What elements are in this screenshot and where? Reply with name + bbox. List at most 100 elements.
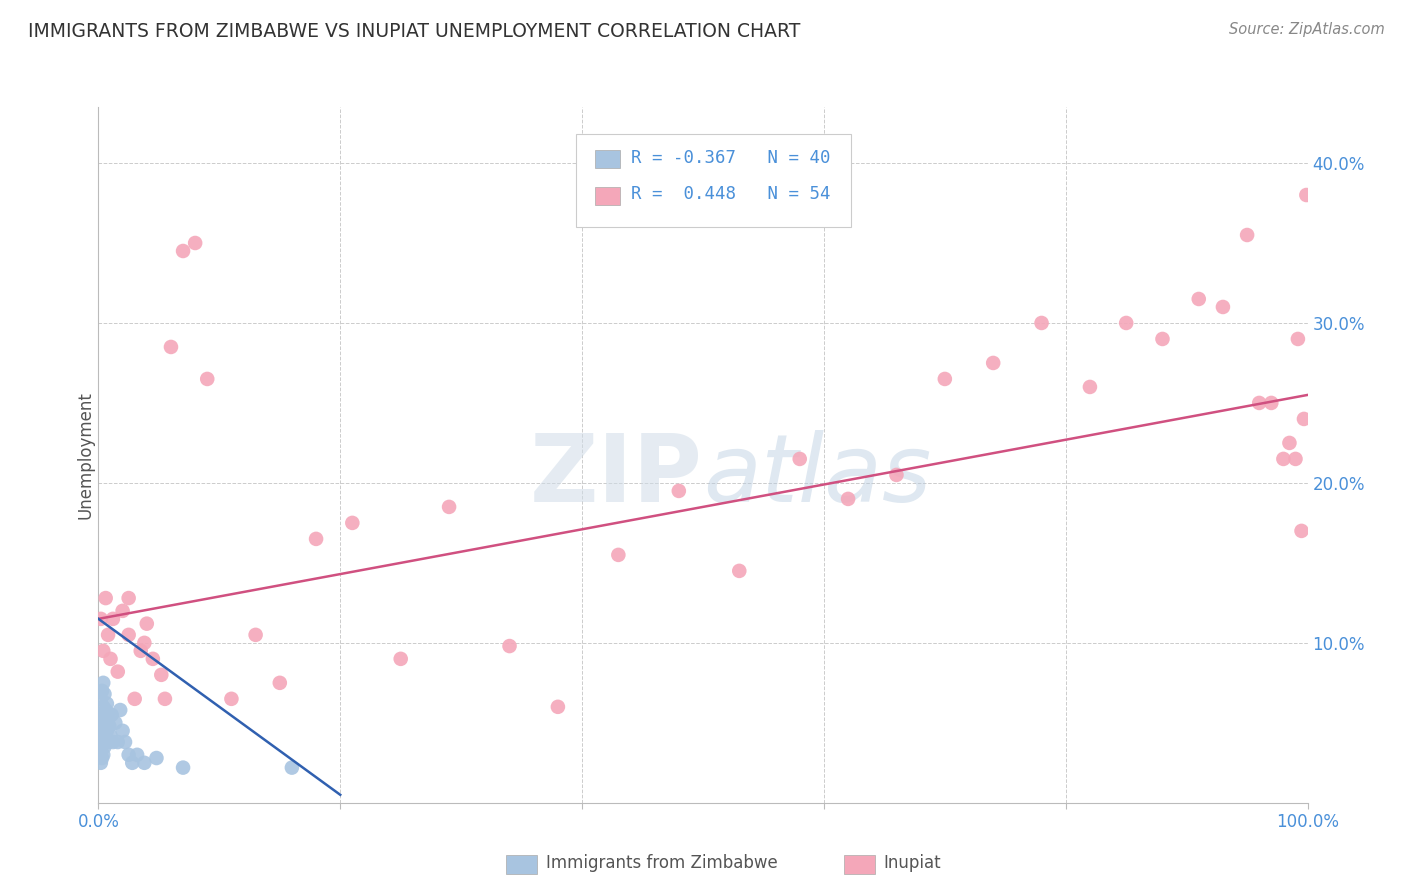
Point (269, 676, 291, 690)
Point (94, 591, 117, 605)
Text: R =  0.448   N = 54: R = 0.448 N = 54 (631, 186, 831, 203)
Point (1260, 396, 1282, 410)
Point (1278, 436, 1301, 450)
Point (100, 652, 122, 666)
Point (91, 683, 114, 698)
Point (118, 591, 141, 605)
Point (89, 707, 111, 722)
Point (89, 731, 111, 746)
Point (1152, 332, 1174, 346)
Point (97, 628, 120, 642)
Point (104, 715, 127, 730)
Point (1078, 380, 1101, 394)
Text: Source: ZipAtlas.com: Source: ZipAtlas.com (1229, 22, 1385, 37)
Point (342, 516, 364, 530)
Text: Immigrants from Zimbabwe: Immigrants from Zimbabwe (546, 855, 778, 872)
Point (195, 372, 218, 386)
Point (142, 652, 165, 666)
Point (728, 564, 751, 578)
Point (129, 644, 152, 658)
Point (134, 756, 156, 770)
Text: R = -0.367   N = 40: R = -0.367 N = 40 (631, 149, 831, 167)
Point (1286, 332, 1309, 346)
Point (90, 739, 112, 754)
Point (100, 707, 122, 722)
Point (305, 532, 328, 546)
Point (108, 703, 131, 717)
Point (97, 735, 120, 749)
Point (221, 691, 243, 706)
Point (1295, 188, 1317, 202)
Point (91, 747, 114, 762)
Point (97, 707, 120, 722)
Point (245, 628, 267, 642)
Point (145, 751, 167, 765)
Point (96, 697, 118, 711)
Point (1031, 316, 1053, 330)
Point (107, 735, 129, 749)
Point (90, 691, 112, 706)
Point (547, 699, 569, 714)
Point (93, 715, 115, 730)
Point (837, 491, 859, 506)
Point (101, 612, 124, 626)
Point (934, 372, 956, 386)
Point (101, 735, 124, 749)
Point (498, 639, 520, 653)
Point (94, 731, 117, 746)
Point (93, 739, 115, 754)
Point (607, 548, 630, 562)
Point (150, 668, 173, 682)
Point (135, 616, 157, 631)
Point (98, 719, 121, 733)
Point (91, 723, 114, 738)
Point (389, 652, 412, 666)
Point (1272, 451, 1295, 466)
Point (1212, 300, 1234, 314)
Y-axis label: Unemployment: Unemployment (76, 391, 94, 519)
Point (107, 665, 129, 679)
Point (1236, 227, 1258, 242)
Point (91, 751, 114, 765)
Point (100, 729, 122, 743)
Point (789, 451, 811, 466)
Point (1188, 292, 1211, 306)
Point (1115, 316, 1137, 330)
Point (281, 761, 304, 775)
Point (124, 691, 146, 706)
Point (91, 699, 114, 714)
Text: Inupiat: Inupiat (883, 855, 941, 872)
Point (91, 676, 114, 690)
Point (437, 500, 460, 514)
Point (121, 756, 143, 770)
Point (94, 703, 117, 717)
Text: IMMIGRANTS FROM ZIMBABWE VS INUPIAT UNEMPLOYMENT CORRELATION CHART: IMMIGRANTS FROM ZIMBABWE VS INUPIAT UNEM… (28, 22, 800, 41)
Text: ZIP: ZIP (530, 430, 703, 522)
Point (160, 340, 183, 354)
Point (172, 761, 194, 775)
Point (91, 729, 114, 743)
Point (1292, 412, 1315, 426)
Point (1284, 451, 1306, 466)
Point (111, 604, 134, 618)
Point (668, 483, 690, 498)
Point (93, 687, 115, 701)
Point (886, 467, 908, 482)
Point (91, 707, 114, 722)
Point (981, 356, 1004, 370)
Point (96, 723, 118, 738)
Point (90, 715, 112, 730)
Point (90, 612, 112, 626)
Point (127, 747, 149, 762)
Point (91, 644, 114, 658)
Point (1249, 396, 1271, 410)
Point (111, 723, 134, 738)
Point (90, 756, 112, 770)
Point (134, 636, 156, 650)
Text: atlas: atlas (703, 430, 931, 521)
Point (118, 628, 141, 642)
Point (184, 235, 207, 250)
Point (172, 244, 194, 258)
Point (1291, 524, 1313, 538)
Point (118, 747, 141, 762)
